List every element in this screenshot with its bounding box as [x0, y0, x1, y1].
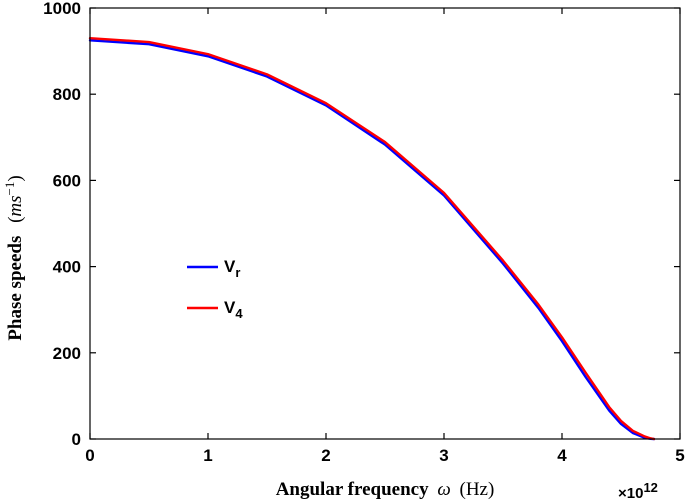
legend-label-4: V4 [224, 298, 243, 321]
legend-label-subscript: 4 [235, 306, 243, 321]
x-tick-label: 5 [675, 446, 684, 465]
x-tick-label: 1 [203, 446, 212, 465]
y-axis-label-text: Phase speeds [5, 236, 26, 341]
y-tick-label: 0 [72, 430, 81, 449]
y-axis-label: Phase speeds (ms−1) [2, 175, 26, 340]
ticks-layer [89, 7, 681, 440]
y-tick-label: 600 [53, 171, 81, 190]
x-tick-labels: 0 1 2 3 4 5 [85, 446, 684, 465]
x-tick-label: 4 [557, 446, 567, 465]
x-tick-label: 3 [439, 446, 448, 465]
y-tick-label: 800 [53, 85, 81, 104]
x-multiplier-exp: 12 [643, 480, 657, 495]
x-axis-label-text: Angular frequency [276, 479, 429, 500]
x-axis-label: Angular frequency ω (Hz) [276, 479, 495, 500]
series-layer [88, 36, 656, 441]
series-line-v-r [88, 39, 656, 441]
y-tick-labels: 0 200 400 600 800 1000 [43, 0, 81, 449]
x-axis-label-unit: (Hz) [460, 479, 495, 500]
y-axis-label-paren-close: ) [5, 175, 26, 181]
plot-frame [89, 7, 681, 440]
y-tick-label: 200 [53, 344, 81, 363]
y-axis-label-unit-base: ms [5, 195, 26, 216]
y-axis-label-paren-open: ( [5, 217, 26, 223]
x-tick-label: 2 [321, 446, 330, 465]
plot-area [90, 8, 680, 439]
y-axis-label-unit-exp: −1 [2, 182, 17, 196]
x-multiplier-base: ×10 [618, 485, 643, 502]
y-tick-label: 400 [53, 258, 81, 277]
legend-label-main: V [224, 298, 236, 317]
x-axis-label-symbol: ω [437, 479, 450, 500]
x-tick-label: 0 [85, 446, 94, 465]
y-tick-label: 1000 [43, 0, 81, 18]
legend-label-subscript: r [235, 265, 240, 280]
series-line-v-4 [88, 36, 656, 441]
x-multiplier: ×1012 [618, 480, 658, 502]
legend-label-main: V [224, 257, 236, 276]
legend-label-r: Vr [224, 257, 240, 280]
